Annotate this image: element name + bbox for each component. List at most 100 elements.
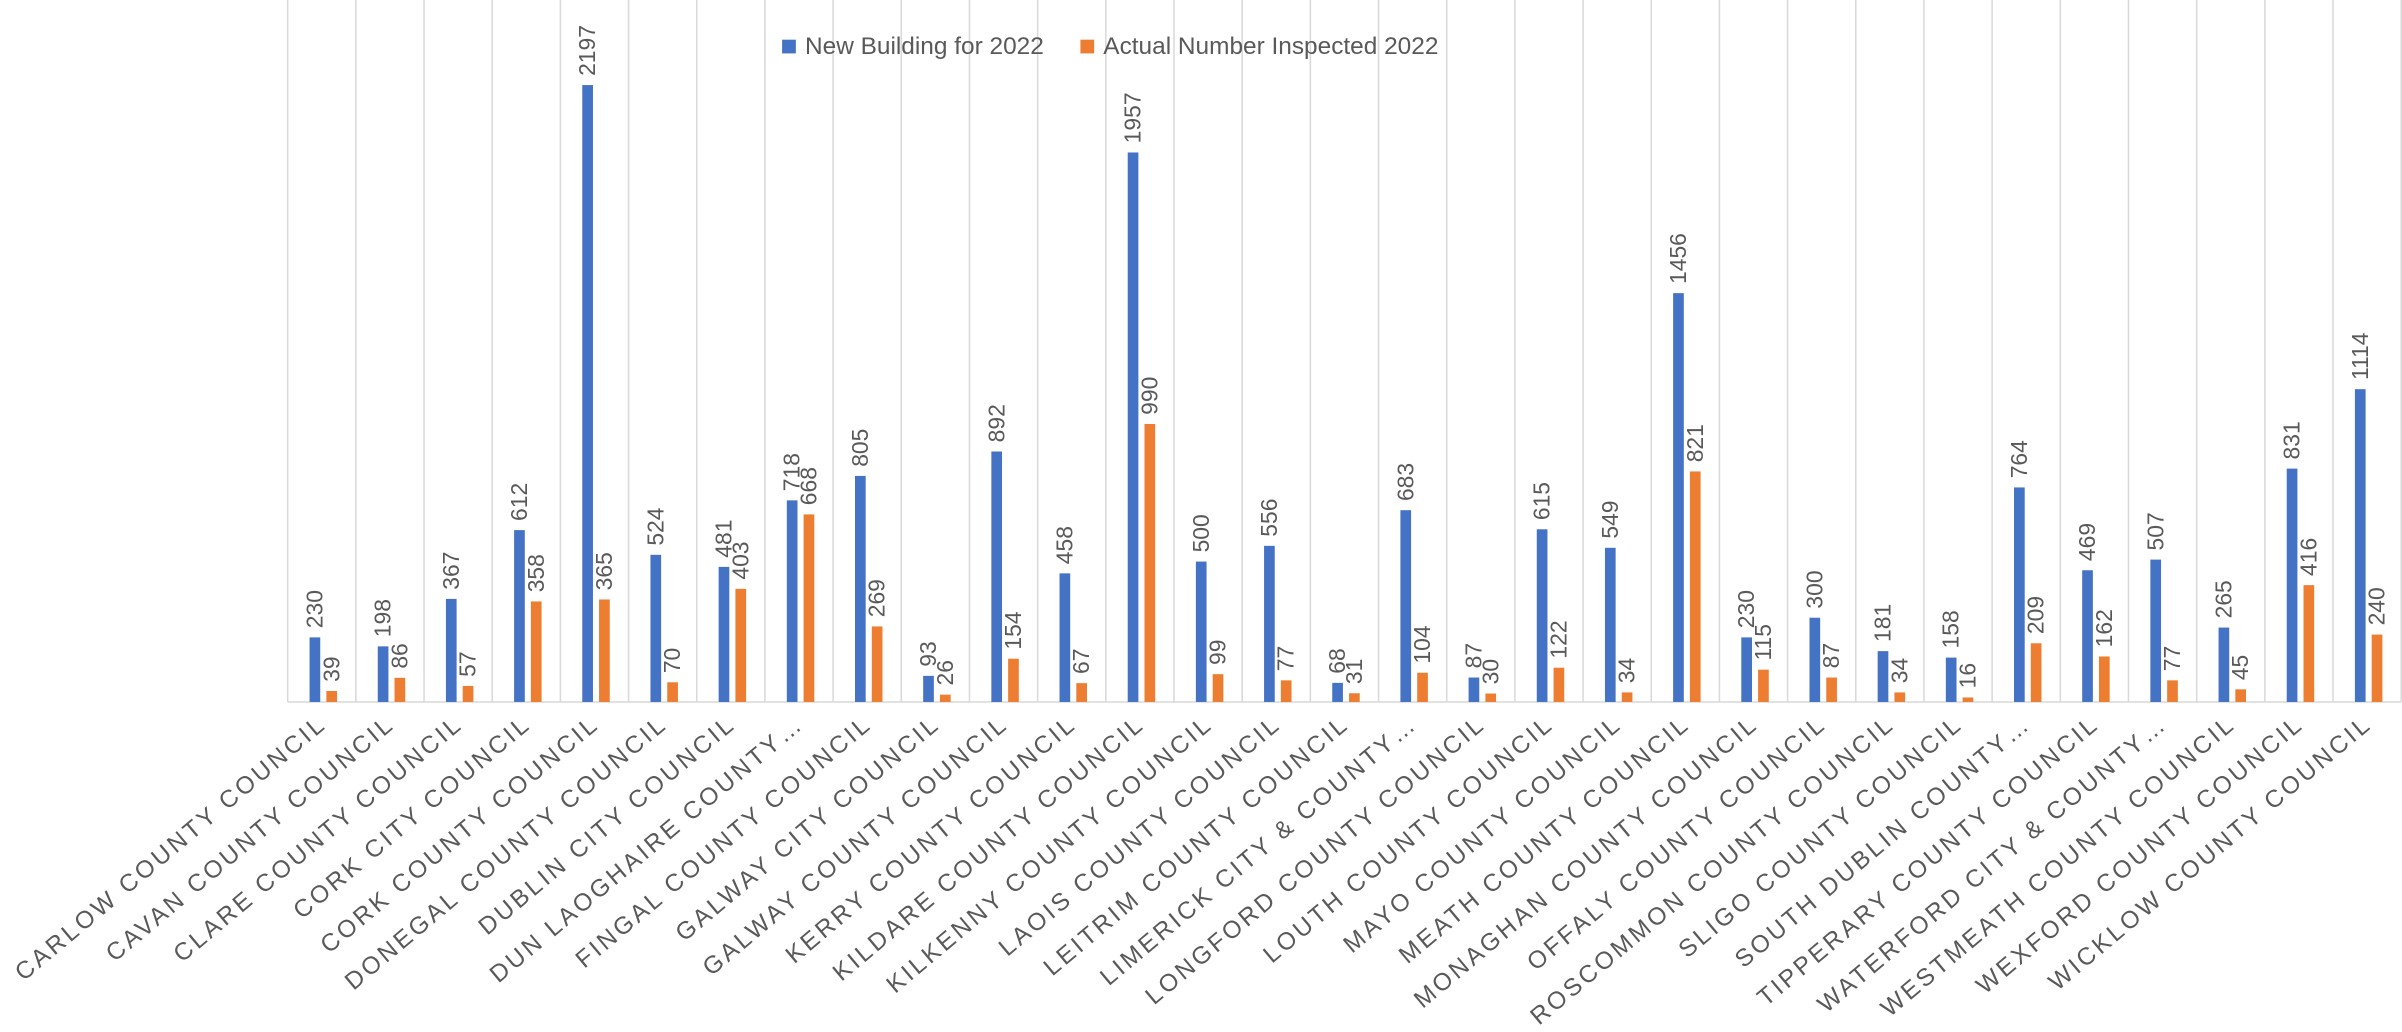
value-label: 93 [915, 641, 941, 666]
bar [667, 682, 678, 702]
value-label: 115 [1750, 624, 1776, 660]
value-label: 181 [1870, 604, 1896, 642]
value-label: 16 [1955, 663, 1981, 688]
bar [1349, 693, 1360, 702]
bar [1604, 547, 1616, 702]
bar [377, 646, 389, 702]
value-label: 162 [2091, 609, 2117, 647]
bar [1741, 637, 1752, 702]
bar [1400, 510, 1412, 702]
value-label: 668 [796, 467, 822, 505]
bar [599, 599, 610, 702]
bar [1417, 672, 1428, 702]
value-label: 104 [1409, 625, 1435, 663]
bar [1076, 683, 1087, 702]
bar [854, 475, 866, 702]
value-label: 45 [2227, 655, 2253, 680]
bar [1195, 561, 1207, 702]
bar [2286, 468, 2298, 702]
value-label: 805 [847, 429, 873, 467]
value-label: 87 [1818, 643, 1844, 668]
bar [309, 637, 321, 702]
value-label: 57 [455, 651, 481, 676]
value-label: 122 [1545, 620, 1571, 658]
bar [1280, 680, 1292, 702]
value-label: 365 [591, 552, 617, 590]
bar [2150, 559, 2162, 702]
bar [394, 677, 406, 702]
value-label: 367 [438, 552, 464, 590]
value-label: 556 [1256, 499, 1282, 537]
bar [1332, 682, 1343, 702]
bar [1485, 693, 1497, 702]
legend-swatch [1080, 39, 1095, 54]
value-label: 68 [1324, 648, 1350, 673]
legend-swatch [782, 39, 796, 54]
bar [1144, 423, 1156, 702]
bar [1945, 657, 1957, 702]
value-label: 86 [386, 643, 412, 668]
value-label: 1456 [1665, 233, 1691, 284]
value-label: 549 [1597, 500, 1623, 538]
bar [923, 675, 934, 702]
bar [1689, 471, 1701, 702]
value-label: 77 [2159, 646, 2185, 671]
value-label: 831 [2279, 421, 2305, 459]
legend-label: New Building for 2022 [805, 33, 1044, 60]
bar [2030, 643, 2042, 702]
value-label: 481 [711, 520, 737, 558]
value-label: 990 [1136, 377, 1162, 415]
value-label: 77 [1273, 646, 1299, 671]
bar [1894, 692, 1906, 702]
bar [650, 554, 662, 702]
value-label: 718 [779, 453, 805, 491]
bar [2303, 585, 2315, 702]
value-label: 26 [932, 660, 958, 685]
value-label: 70 [659, 648, 685, 673]
value-label: 416 [2295, 538, 2321, 576]
value-label: 34 [1614, 658, 1640, 684]
bar [1673, 293, 1684, 702]
bar [2218, 627, 2230, 702]
bar [1758, 669, 1769, 702]
value-label: 764 [2006, 440, 2032, 478]
bar [1809, 617, 1821, 702]
value-label: 240 [2364, 587, 2390, 625]
bar [2235, 689, 2247, 702]
value-label: 154 [1000, 611, 1026, 649]
value-label: 1114 [2347, 332, 2373, 380]
bar [871, 626, 883, 702]
bar [2354, 389, 2366, 702]
bar [445, 598, 457, 702]
value-label: 403 [727, 541, 753, 579]
value-label: 265 [2210, 580, 2236, 618]
value-label: 67 [1068, 649, 1094, 674]
bar [582, 85, 593, 702]
bar [1212, 674, 1224, 702]
bar [462, 685, 474, 702]
value-label: 34 [1886, 658, 1912, 684]
bar [1826, 677, 1837, 702]
value-label: 458 [1051, 526, 1077, 564]
value-label: 2197 [574, 25, 600, 76]
value-label: 230 [1733, 590, 1759, 628]
value-label: 209 [2023, 596, 2049, 634]
bar [2014, 487, 2025, 702]
bar [2371, 634, 2383, 702]
value-label: 87 [1461, 643, 1487, 668]
bar [735, 588, 747, 702]
bar [1008, 658, 1019, 702]
value-label: 469 [2074, 523, 2100, 561]
bar [1962, 697, 1974, 702]
value-label: 821 [1682, 424, 1708, 462]
bar [1536, 529, 1548, 702]
bar [1127, 152, 1139, 702]
bar [1553, 667, 1565, 702]
bar [939, 694, 951, 702]
bar [514, 530, 525, 702]
bar [786, 500, 798, 702]
value-label: 892 [983, 404, 1009, 442]
bar [530, 601, 542, 702]
bar [2082, 570, 2093, 702]
